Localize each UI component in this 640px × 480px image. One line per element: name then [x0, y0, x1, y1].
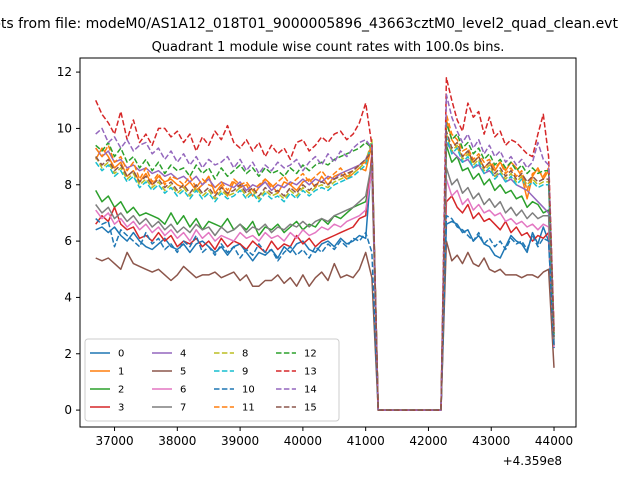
chart-title: Quadrant 1 module wise count rates with …	[152, 40, 505, 55]
legend-label: 13	[304, 367, 317, 378]
x-tick-label: 38000	[158, 434, 196, 448]
series-line-10	[95, 214, 555, 411]
series-line-14	[95, 93, 555, 411]
series-line-4	[95, 141, 555, 411]
legend-label: 8	[242, 349, 248, 360]
series-line-8	[95, 133, 555, 411]
axes-frame	[79, 57, 577, 428]
legend-label: 1	[118, 367, 124, 378]
plot-area	[95, 76, 555, 411]
series-line-13	[95, 76, 555, 411]
series-line-1	[95, 119, 555, 411]
legend-label: 15	[304, 403, 317, 414]
legend-label: 9	[242, 367, 248, 378]
legend-label: 12	[304, 349, 317, 360]
legend-label: 2	[118, 385, 124, 396]
y-axis: 0 2 4 6 8 10 12	[57, 65, 80, 417]
legend-box	[84, 338, 340, 422]
y-tick-label: 12	[57, 65, 72, 79]
series-line-3	[95, 153, 555, 411]
x-tick-label: 39000	[221, 434, 259, 448]
legend-label: 0	[118, 349, 124, 360]
legend-label: 5	[180, 367, 186, 378]
y-tick-label: 8	[64, 178, 72, 192]
series-line-7	[95, 161, 555, 411]
series-line-12	[95, 122, 555, 411]
legend-label: 4	[180, 349, 186, 360]
legend-label: 7	[180, 403, 186, 414]
legend-label: 11	[242, 403, 255, 414]
suptitle: Plots from file: modeM0/AS1A12_018T01_90…	[0, 16, 618, 32]
legend-label: 10	[242, 385, 255, 396]
x-tick-label: 41000	[347, 434, 385, 448]
series-line-2	[95, 144, 555, 411]
series-line-5	[95, 240, 555, 411]
x-tick-label: 43000	[472, 434, 510, 448]
x-tick-label: 44000	[535, 434, 573, 448]
x-tick-label: 37000	[95, 434, 133, 448]
y-tick-label: 10	[57, 121, 72, 135]
series-line-15	[95, 130, 555, 411]
legend-label: 3	[118, 403, 124, 414]
x-tick-label: 40000	[284, 434, 322, 448]
y-tick-label: 2	[64, 347, 72, 361]
series-line-6	[95, 169, 555, 411]
x-tick-label: 42000	[409, 434, 447, 448]
legend-label: 6	[180, 385, 186, 396]
x-axis: 37000 38000 39000 40000 41000 42000 43000 44000	[95, 427, 573, 448]
legend-label: 14	[304, 385, 317, 396]
y-tick-label: 4	[64, 290, 72, 304]
y-tick-label: 0	[64, 403, 72, 417]
y-tick-label: 6	[64, 234, 72, 248]
x-offset-text: +4.359e8	[503, 454, 562, 468]
series-line-9	[95, 136, 555, 411]
series-line-11	[95, 113, 555, 411]
